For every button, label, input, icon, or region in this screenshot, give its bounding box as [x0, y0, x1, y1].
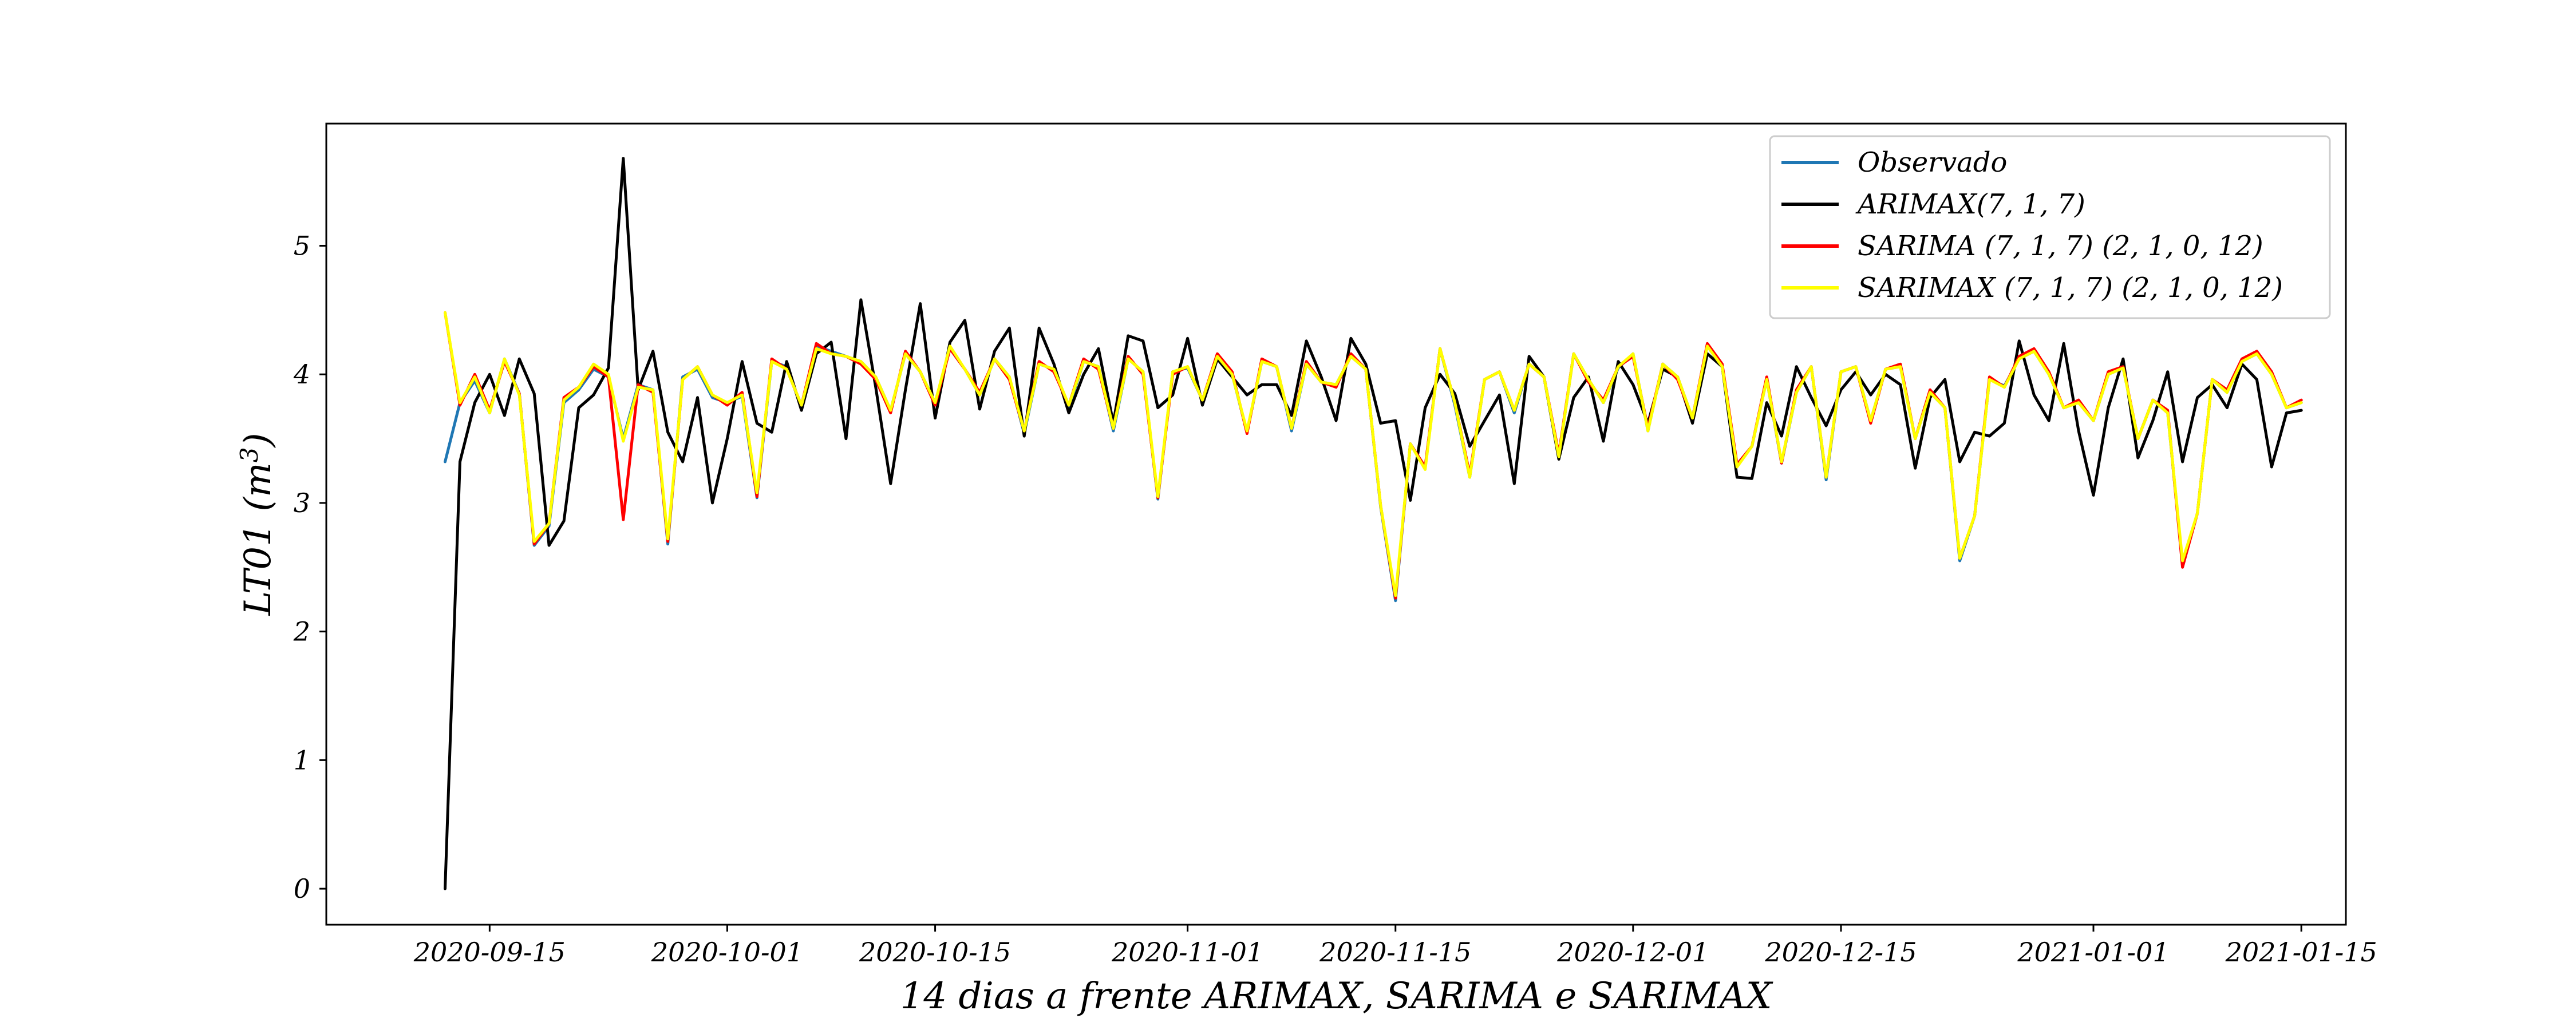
- legend-label-0: Observado: [1858, 146, 2007, 179]
- series-layer: [444, 157, 2303, 890]
- x-tick-label-4: 2020-11-15: [1319, 937, 1471, 968]
- legend: Observado ARIMAX(7, 1, 7) SARIMA (7, 1, 7)…: [1769, 135, 2331, 319]
- y-axis-label: LT01 (m3): [235, 433, 279, 616]
- x-tick-label-6: 2020-12-15: [1764, 937, 1917, 968]
- plot-frame: [325, 122, 2347, 926]
- x-axis: 2020-09-15 2020-10-01 2020-10-15 2020-11-01…: [413, 925, 2377, 968]
- legend-entries: Observado ARIMAX(7, 1, 7) SARIMA (7, 1, 7)…: [1781, 146, 2283, 304]
- y-tick-label-1: 1: [294, 744, 310, 775]
- x-tick-label-2: 2020-10-15: [859, 937, 1011, 968]
- legend-label-3: SARIMAX (7, 1, 7) (2, 1, 0, 12): [1858, 272, 2283, 304]
- y-tick-label-2: 2: [293, 616, 310, 647]
- y-tick-label-4: 4: [293, 359, 310, 390]
- x-tick-label-5: 2020-12-01: [1556, 937, 1709, 968]
- plot-area: [325, 122, 2347, 926]
- y-axis-label-close: ): [237, 433, 279, 448]
- x-tick-label-8: 2021-01-15: [2225, 937, 2377, 968]
- y-axis-label-main: LT01 (m: [237, 462, 279, 616]
- x-tick-label-3: 2020-11-01: [1111, 937, 1263, 968]
- y-tick-label-0: 0: [294, 873, 310, 904]
- x-tick-label-1: 2020-10-01: [651, 937, 803, 968]
- x-tick-label-0: 2020-09-15: [413, 937, 566, 968]
- series-line-3: [444, 311, 2303, 597]
- legend-label-1: ARIMAX(7, 1, 7): [1855, 188, 2085, 220]
- series-line-1: [444, 157, 2303, 890]
- legend-box: [1769, 135, 2331, 319]
- legend-label-2: SARIMA (7, 1, 7) (2, 1, 0, 12): [1858, 230, 2263, 262]
- x-tick-label-7: 2021-01-01: [2017, 937, 2169, 968]
- y-tick-label-5: 5: [294, 230, 310, 261]
- x-axis-label: 14 dias a frente ARIMAX, SARIMA e SARIMA…: [900, 975, 1773, 1017]
- y-axis-label-superscript: 3: [235, 447, 263, 462]
- y-tick-label-3: 3: [294, 488, 310, 518]
- y-axis: 0 1 2 3 4 5: [293, 230, 326, 904]
